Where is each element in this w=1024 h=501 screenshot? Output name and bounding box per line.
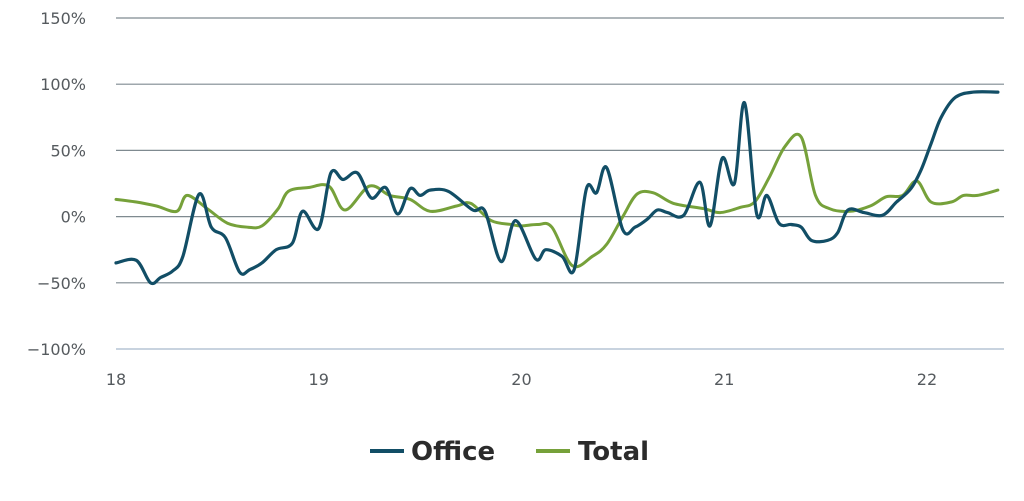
legend-label-office: Office bbox=[411, 437, 495, 467]
x-tick-label: 19 bbox=[309, 370, 329, 389]
legend-label-total: Total bbox=[578, 437, 649, 467]
series-lines bbox=[114, 90, 1000, 286]
x-tick-labels: 18 19 20 21 22 bbox=[106, 370, 937, 389]
legend: Office Total bbox=[370, 437, 649, 467]
y-tick-label: 150% bbox=[40, 9, 86, 28]
y-tick-label: 0% bbox=[61, 208, 86, 227]
y-tick-label: −100% bbox=[27, 340, 86, 359]
x-tick-label: 22 bbox=[917, 370, 937, 389]
y-tick-label: 50% bbox=[50, 141, 86, 160]
x-tick-label: 18 bbox=[106, 370, 126, 389]
y-gridlines bbox=[116, 17, 1004, 350]
x-tick-label: 21 bbox=[714, 370, 734, 389]
y-tick-label: 100% bbox=[40, 75, 86, 94]
x-tick-label: 20 bbox=[511, 370, 531, 389]
y-tick-labels: 150% 100% 50% 0% −50% −100% bbox=[27, 9, 86, 359]
series-line-office bbox=[114, 90, 1000, 286]
y-tick-label: −50% bbox=[37, 274, 86, 293]
series-line-total bbox=[114, 132, 1000, 269]
